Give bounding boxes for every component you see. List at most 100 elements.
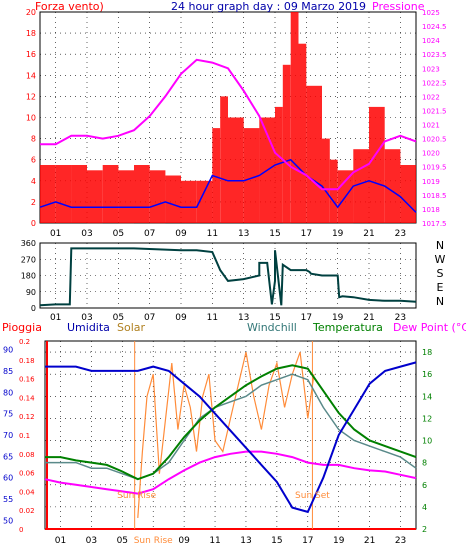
temperature-tick-label: 8 <box>422 459 427 468</box>
wind-gust-bar <box>369 106 385 223</box>
temperature-tick-label: 10 <box>422 437 432 446</box>
wind-tick-label: 10 <box>26 114 36 123</box>
wind-tick-label: 12 <box>26 92 36 101</box>
rain-tick-label: 0.2 <box>19 338 30 346</box>
wind-gust-bar <box>196 180 213 223</box>
humidity-tick-label: 70 <box>3 431 13 440</box>
x-tick-label: 07 <box>144 229 155 239</box>
x-tick-label: 09 <box>175 229 187 239</box>
pressure-axis-ticks: 1017.5 1018 1018.5 1019 1019.5 1020 1020.5 1021… <box>422 9 447 228</box>
temperature-tick-label: 6 <box>422 481 427 490</box>
pressure-tick-label: 1023 <box>422 65 440 73</box>
pressure-axis-title: Pressione <box>372 0 425 13</box>
x-tick-label: Sun Rise <box>134 536 173 546</box>
wind-gust-bar <box>149 170 166 224</box>
wind-axis-title: Forza vento) <box>35 0 104 13</box>
pressure-tick-label: 1020 <box>422 150 440 158</box>
wind-gust-bar <box>228 117 244 223</box>
bottom-time-axis-ticks: 01 03 05 Sun Rise 09 11 13 15 17 19 21 23 <box>55 536 407 546</box>
x-tick-label: 01 <box>50 229 61 239</box>
wind-tick-label: 2 <box>31 198 36 207</box>
x-tick-label: 13 <box>240 536 251 546</box>
x-tick-label: 05 <box>113 313 124 323</box>
x-tick-label: 17 <box>302 536 313 546</box>
compass-label: N <box>436 239 444 252</box>
wind-tick-label: 8 <box>31 135 36 144</box>
humidity-tick-label: 60 <box>3 474 13 483</box>
temperature-tick-label: 4 <box>422 503 427 512</box>
x-tick-label: 05 <box>113 229 124 239</box>
middle-time-axis-ticks: 01 03 05 07 09 11 13 15 17 19 21 23 <box>50 313 406 323</box>
windchill-line <box>45 373 417 480</box>
x-tick-label: 19 <box>332 313 344 323</box>
x-tick-label: 01 <box>55 536 66 546</box>
wind-tick-label: 20 <box>26 8 36 17</box>
wind-direction-line <box>39 247 417 307</box>
wind-gust-bar <box>282 64 291 224</box>
solar-legend-label: Solar <box>117 321 146 334</box>
rain-tick-label: 0.1 <box>19 432 30 440</box>
wind-gust-bar <box>275 106 283 223</box>
pressure-tick-label: 1024.5 <box>422 23 447 31</box>
humidity-tick-label: 50 <box>3 516 13 525</box>
rain-tick-label: 0.06 <box>19 470 35 478</box>
x-tick-label: 21 <box>363 313 374 323</box>
chart-title: 24 hour graph day : 09 Marzo 2019 <box>171 0 366 13</box>
pressure-tick-label: 1024 <box>422 37 440 45</box>
temperature-tick-label: 2 <box>422 525 427 534</box>
humidity-tick-label: 55 <box>3 495 13 504</box>
dewpoint-legend-label: Dew Point (°C) <box>393 321 466 334</box>
humidity-tick-label: 65 <box>3 452 13 461</box>
direction-tick-label: 0 <box>31 304 36 313</box>
x-tick-label: 01 <box>50 313 61 323</box>
x-tick-label: 03 <box>81 229 92 239</box>
pressure-tick-label: 1021 <box>422 122 440 130</box>
humidity-tick-label: 80 <box>3 388 13 397</box>
x-tick-label: 17 <box>301 313 312 323</box>
humidity-tick-label: 85 <box>3 367 13 376</box>
humidity-legend-label: Umidita <box>67 321 110 334</box>
wind-gust-bar <box>243 128 260 223</box>
temperature-tick-label: 18 <box>422 348 432 357</box>
x-tick-label: 03 <box>81 313 92 323</box>
pressure-tick-label: 1025 <box>422 9 440 17</box>
x-tick-label: 19 <box>333 536 345 546</box>
wind-average-line <box>39 158 417 213</box>
pressure-tick-label: 1022 <box>422 93 440 101</box>
wind-gust-bar <box>298 43 307 224</box>
pressure-tick-label: 1023.5 <box>422 51 447 59</box>
humidity-tick-label: 90 <box>3 346 13 355</box>
wind-gust-bar <box>400 165 416 223</box>
x-tick-label: 13 <box>238 313 249 323</box>
wind-gust-bar <box>40 165 56 223</box>
direction-axis-ticks: 0 90 180 270 360 <box>21 239 36 313</box>
x-tick-label: 23 <box>395 229 406 239</box>
wind-gust-bar <box>118 170 134 224</box>
rain-tick-label: 0 <box>19 526 23 534</box>
thermo-plot-frame <box>44 340 417 530</box>
wind-tick-label: 16 <box>26 50 36 59</box>
wind-gust-bar <box>220 96 228 223</box>
pressure-tick-label: 1017.5 <box>422 220 447 228</box>
x-tick-label: 11 <box>207 229 218 239</box>
wind-gust-bar <box>102 165 119 223</box>
wind-gust-bar <box>87 170 103 224</box>
compass-label: W <box>435 253 446 266</box>
pressure-tick-label: 1022.5 <box>422 79 447 87</box>
sun-rise-label: Sun Rise <box>117 491 156 501</box>
humidity-axis-ticks: 50 55 60 65 70 75 80 85 90 <box>3 346 13 526</box>
wind-gust-bar <box>165 175 181 223</box>
wind-gust-bar <box>212 128 221 223</box>
wind-gust-bar <box>384 149 401 223</box>
pressure-line <box>40 58 417 191</box>
direction-tick-label: 90 <box>26 288 36 297</box>
solar-line <box>137 351 315 518</box>
dewpoint-line <box>44 450 417 495</box>
pressure-tick-label: 1019.5 <box>422 164 447 172</box>
rain-tick-label: 0.12 <box>19 413 35 421</box>
wind-tick-label: 14 <box>26 71 36 80</box>
x-tick-label: 09 <box>175 313 187 323</box>
